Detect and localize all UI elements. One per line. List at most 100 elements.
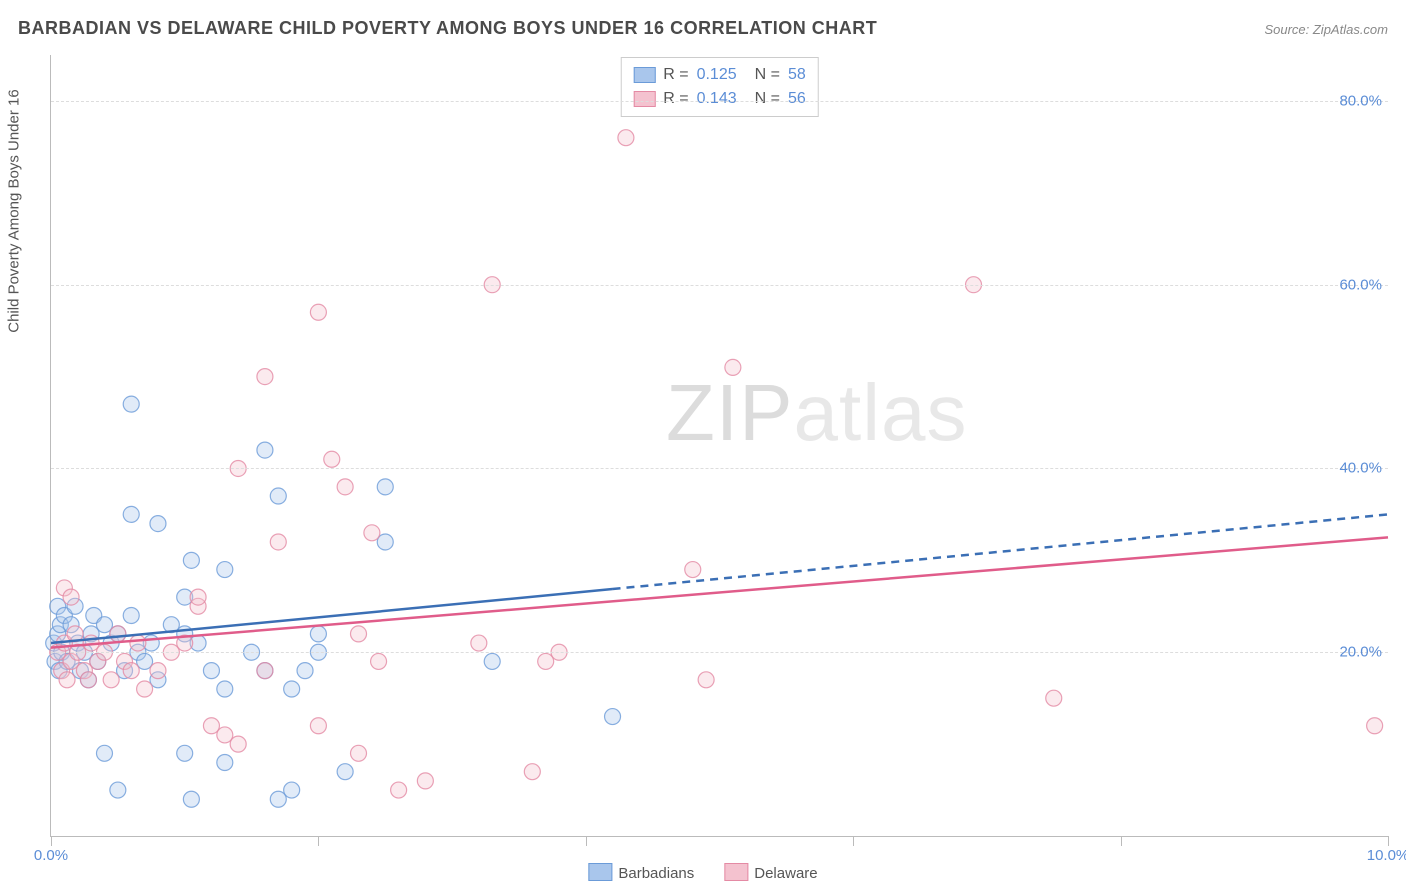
data-point <box>310 304 326 320</box>
data-point <box>257 442 273 458</box>
data-point <box>605 709 621 725</box>
source-label: Source: <box>1264 22 1312 37</box>
data-point <box>123 506 139 522</box>
x-tick <box>853 836 854 846</box>
data-point <box>96 745 112 761</box>
data-point <box>351 626 367 642</box>
legend-item: Barbadians <box>588 863 694 882</box>
data-point <box>217 562 233 578</box>
legend-swatch <box>724 863 748 881</box>
data-point <box>297 663 313 679</box>
gridline <box>51 101 1388 102</box>
source-attribution: Source: ZipAtlas.com <box>1264 22 1388 37</box>
x-tick <box>318 836 319 846</box>
y-tick-label: 80.0% <box>1339 92 1382 109</box>
y-axis-title: Child Poverty Among Boys Under 16 <box>6 89 23 332</box>
data-point <box>685 562 701 578</box>
data-point <box>257 369 273 385</box>
source-name: ZipAtlas.com <box>1313 22 1388 37</box>
data-point <box>1046 690 1062 706</box>
plot-svg <box>51 55 1388 836</box>
legend-label: Barbadians <box>618 865 694 882</box>
legend-label: Delaware <box>754 865 817 882</box>
data-point <box>725 359 741 375</box>
data-point <box>371 653 387 669</box>
regression-line <box>51 537 1388 647</box>
data-point <box>150 516 166 532</box>
data-point <box>80 672 96 688</box>
data-point <box>150 663 166 679</box>
stats-row: R = 0.143 N = 56 <box>633 87 806 111</box>
x-tick-label: 10.0% <box>1367 847 1406 864</box>
x-tick <box>586 836 587 846</box>
data-point <box>63 589 79 605</box>
data-point <box>364 525 380 541</box>
stats-n-value: 56 <box>788 87 806 111</box>
data-point <box>284 681 300 697</box>
data-point <box>110 782 126 798</box>
x-tick-label: 0.0% <box>34 847 68 864</box>
data-point <box>417 773 433 789</box>
data-point <box>618 130 634 146</box>
stats-row: R = 0.125 N = 58 <box>633 63 806 87</box>
data-point <box>110 626 126 642</box>
stats-r-label: R = <box>663 87 688 111</box>
stats-swatch <box>633 91 655 107</box>
x-tick <box>51 836 52 846</box>
data-point <box>270 534 286 550</box>
legend-swatch <box>588 863 612 881</box>
data-point <box>103 672 119 688</box>
data-point <box>230 736 246 752</box>
data-point <box>284 782 300 798</box>
data-point <box>377 479 393 495</box>
data-point <box>123 607 139 623</box>
x-tick <box>1121 836 1122 846</box>
data-point <box>391 782 407 798</box>
x-tick <box>1388 836 1389 846</box>
stats-n-value: 58 <box>788 63 806 87</box>
data-point <box>484 653 500 669</box>
data-point <box>123 663 139 679</box>
data-point <box>183 791 199 807</box>
correlation-stats-box: R = 0.125 N = 58 R = 0.143 N = 56 <box>620 57 819 117</box>
scatter-plot-area: ZIPatlas R =0.125N =58R =0.143N =56 20.0… <box>50 55 1388 837</box>
legend-item: Delaware <box>724 863 817 882</box>
chart-title: BARBADIAN VS DELAWARE CHILD POVERTY AMON… <box>18 18 877 39</box>
y-tick-label: 20.0% <box>1339 644 1382 661</box>
data-point <box>351 745 367 761</box>
stats-swatch <box>633 67 655 83</box>
data-point <box>310 626 326 642</box>
data-point <box>217 681 233 697</box>
stats-r-value: 0.125 <box>697 63 737 87</box>
data-point <box>203 663 219 679</box>
data-point <box>1367 718 1383 734</box>
stats-n-label: N = <box>755 63 780 87</box>
data-point <box>177 745 193 761</box>
data-point <box>270 488 286 504</box>
y-tick-label: 40.0% <box>1339 460 1382 477</box>
regression-line <box>613 514 1388 589</box>
data-point <box>190 589 206 605</box>
data-point <box>130 635 146 651</box>
data-point <box>471 635 487 651</box>
data-point <box>217 754 233 770</box>
gridline <box>51 468 1388 469</box>
data-point <box>310 718 326 734</box>
data-point <box>59 672 75 688</box>
stats-n-label: N = <box>755 87 780 111</box>
data-point <box>324 451 340 467</box>
data-point <box>183 552 199 568</box>
gridline <box>51 652 1388 653</box>
data-point <box>698 672 714 688</box>
stats-r-label: R = <box>663 63 688 87</box>
data-point <box>137 681 153 697</box>
data-point <box>123 396 139 412</box>
data-point <box>257 663 273 679</box>
data-point <box>337 479 353 495</box>
legend-bottom: Barbadians Delaware <box>588 863 817 882</box>
data-point <box>524 764 540 780</box>
data-point <box>337 764 353 780</box>
gridline <box>51 285 1388 286</box>
stats-r-value: 0.143 <box>697 87 737 111</box>
y-tick-label: 60.0% <box>1339 276 1382 293</box>
